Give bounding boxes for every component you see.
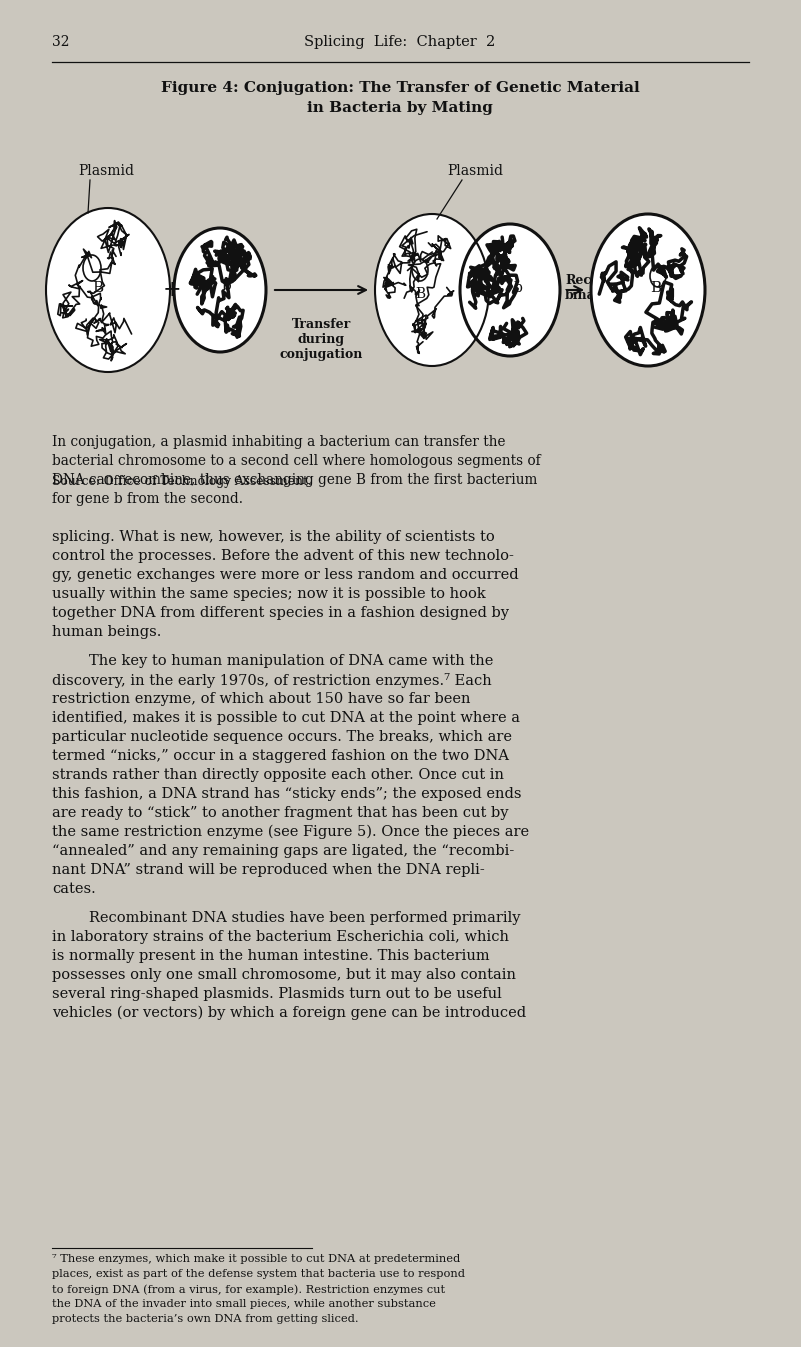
Text: are ready to “stick” to another fragment that has been cut by: are ready to “stick” to another fragment… xyxy=(52,806,509,820)
Text: DNA can recombine, thus exchanging gene B from the first bacterium: DNA can recombine, thus exchanging gene … xyxy=(52,473,537,488)
Text: B: B xyxy=(415,287,425,300)
Text: places, exist as part of the defense system that bacteria use to respond: places, exist as part of the defense sys… xyxy=(52,1269,465,1280)
Ellipse shape xyxy=(375,214,489,366)
Text: the same restriction enzyme (see Figure 5). Once the pieces are: the same restriction enzyme (see Figure … xyxy=(52,824,529,839)
Text: Recom-
bination: Recom- bination xyxy=(565,273,624,302)
Text: b: b xyxy=(221,279,231,294)
Text: restriction enzyme, of which about 150 have so far been: restriction enzyme, of which about 150 h… xyxy=(52,692,470,706)
Text: several ring-shaped plasmids. Plasmids turn out to be useful: several ring-shaped plasmids. Plasmids t… xyxy=(52,987,501,1001)
Text: B: B xyxy=(650,282,662,295)
Text: strands rather than directly opposite each other. Once cut in: strands rather than directly opposite ea… xyxy=(52,768,504,783)
Text: cates.: cates. xyxy=(52,882,96,896)
Text: +: + xyxy=(163,279,181,300)
Text: in Bacteria by Mating: in Bacteria by Mating xyxy=(307,101,493,114)
Ellipse shape xyxy=(46,207,170,372)
Text: usually within the same species; now it is possible to hook: usually within the same species; now it … xyxy=(52,587,485,601)
Text: in laboratory strains of the bacterium Escherichia coli, which: in laboratory strains of the bacterium E… xyxy=(52,929,509,944)
Text: Recombinant DNA studies have been performed primarily: Recombinant DNA studies have been perfor… xyxy=(52,911,521,925)
Text: Plasmid: Plasmid xyxy=(447,164,503,178)
Text: Figure 4: Conjugation: The Transfer of Genetic Material: Figure 4: Conjugation: The Transfer of G… xyxy=(161,81,639,96)
Text: identified, makes it is possible to cut DNA at the point where a: identified, makes it is possible to cut … xyxy=(52,711,520,725)
Text: b: b xyxy=(513,282,522,295)
Text: In conjugation, a plasmid inhabiting a bacterium can transfer the: In conjugation, a plasmid inhabiting a b… xyxy=(52,435,505,449)
Text: Source: Office of Technology Assessment.: Source: Office of Technology Assessment. xyxy=(52,475,312,488)
Text: to foreign DNA (from a virus, for example). Restriction enzymes cut: to foreign DNA (from a virus, for exampl… xyxy=(52,1284,445,1294)
Text: the DNA of the invader into small pieces, while another substance: the DNA of the invader into small pieces… xyxy=(52,1299,436,1309)
Text: splicing. What is new, however, is the ability of scientists to: splicing. What is new, however, is the a… xyxy=(52,529,495,544)
Ellipse shape xyxy=(460,224,560,356)
Text: this fashion, a DNA strand has “sticky ends”; the exposed ends: this fashion, a DNA strand has “sticky e… xyxy=(52,787,521,801)
Text: discovery, in the early 1970s, of restriction enzymes.⁷ Each: discovery, in the early 1970s, of restri… xyxy=(52,674,492,688)
Text: Splicing  Life:  Chapter  2: Splicing Life: Chapter 2 xyxy=(304,35,496,48)
Text: gy, genetic exchanges were more or less random and occurred: gy, genetic exchanges were more or less … xyxy=(52,568,518,582)
Text: ⁷ These enzymes, which make it possible to cut DNA at predetermined: ⁷ These enzymes, which make it possible … xyxy=(52,1254,461,1263)
Text: for gene b from the second.: for gene b from the second. xyxy=(52,492,243,506)
Text: 32: 32 xyxy=(52,35,70,48)
Text: nant DNA” strand will be reproduced when the DNA repli-: nant DNA” strand will be reproduced when… xyxy=(52,863,485,877)
Text: vehicles (or vectors) by which a foreign gene can be introduced: vehicles (or vectors) by which a foreign… xyxy=(52,1006,526,1021)
Ellipse shape xyxy=(591,214,705,366)
Text: human beings.: human beings. xyxy=(52,625,161,638)
Text: is normally present in the human intestine. This bacterium: is normally present in the human intesti… xyxy=(52,950,489,963)
Ellipse shape xyxy=(174,228,266,352)
Text: control the processes. Before the advent of this new technolo-: control the processes. Before the advent… xyxy=(52,550,514,563)
Text: together DNA from different species in a fashion designed by: together DNA from different species in a… xyxy=(52,606,509,620)
Text: B: B xyxy=(92,282,103,295)
Text: Plasmid: Plasmid xyxy=(78,164,134,178)
Text: possesses only one small chromosome, but it may also contain: possesses only one small chromosome, but… xyxy=(52,968,516,982)
Text: bacterial chromosome to a second cell where homologous segments of: bacterial chromosome to a second cell wh… xyxy=(52,454,541,467)
Text: termed “nicks,” occur in a staggered fashion on the two DNA: termed “nicks,” occur in a staggered fas… xyxy=(52,749,509,762)
Text: The key to human manipulation of DNA came with the: The key to human manipulation of DNA cam… xyxy=(52,655,493,668)
Text: particular nucleotide sequence occurs. The breaks, which are: particular nucleotide sequence occurs. T… xyxy=(52,730,512,744)
Text: protects the bacteria’s own DNA from getting sliced.: protects the bacteria’s own DNA from get… xyxy=(52,1315,359,1324)
Text: Transfer
during
conjugation: Transfer during conjugation xyxy=(280,318,363,361)
Text: “annealed” and any remaining gaps are ligated, the “recombi-: “annealed” and any remaining gaps are li… xyxy=(52,845,514,858)
